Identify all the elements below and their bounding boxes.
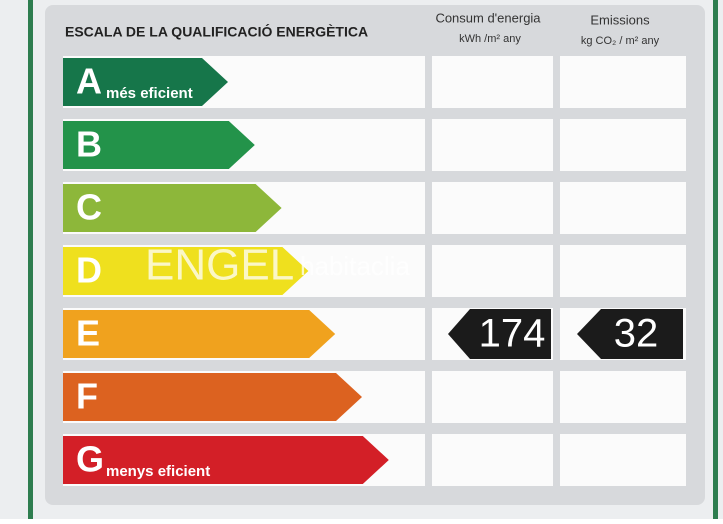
border [28,0,33,519]
rating-arrow [63,58,228,106]
column-unit: kg CO₂ / m² any [581,35,660,47]
rating-note: més eficient [106,85,193,102]
border [713,0,718,519]
value-cell [432,434,553,486]
rating-marker [577,309,683,359]
column-unit: kWh /m² any [459,33,521,45]
energy-value: 174 [479,312,546,356]
rating-note: menys eficient [106,463,210,480]
rating-arrow [63,247,309,295]
value-cell [560,371,686,423]
rating-letter: A [76,61,102,102]
value-cell [432,182,553,234]
value-cell [432,245,553,297]
value-cell [560,245,686,297]
watermark: ENGEL [145,241,294,290]
watermark: habitaclia [300,251,410,281]
value-cell [560,434,686,486]
column-title: Emissions [590,12,650,27]
rating-arrow [63,184,282,232]
emissions-value: 32 [614,312,659,356]
rating-letter: D [76,250,102,291]
rating-letter: E [76,313,100,354]
value-cell [560,56,686,108]
rating-arrow [63,310,336,358]
rating-letter: G [76,439,104,480]
title: ESCALA DE LA QUALIFICACIÓ ENERGÈTICA [65,23,368,40]
value-cell [432,119,553,171]
rating-letter: B [76,124,102,165]
rating-letter: C [76,187,102,228]
value-cell [432,371,553,423]
rating-arrow [63,436,389,484]
rating-marker [448,309,551,359]
rating-arrow [63,373,362,421]
value-cell [560,182,686,234]
value-cell [560,119,686,171]
rating-arrow [63,121,255,169]
rating-letter: F [76,376,98,417]
column-title: Consum d'energia [435,10,541,25]
value-cell [432,56,553,108]
